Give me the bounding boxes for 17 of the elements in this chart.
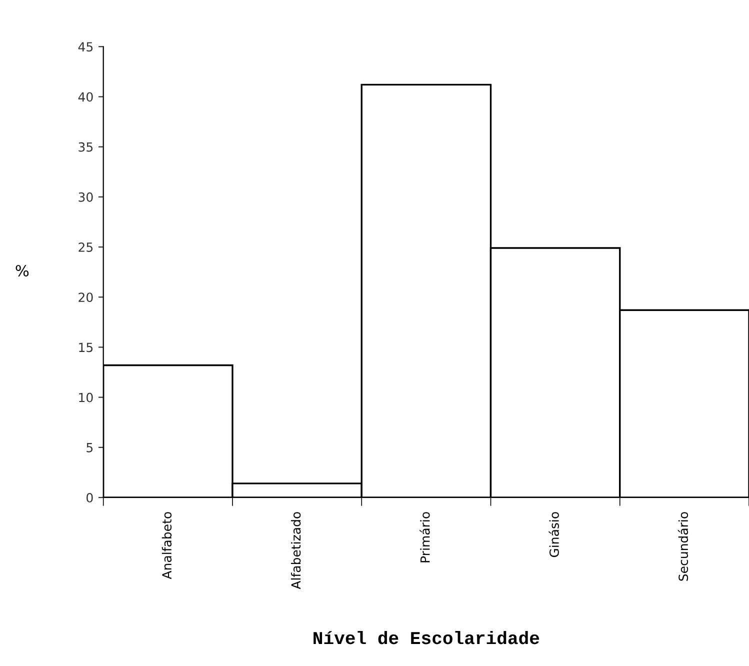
y-tick-label: 0: [86, 492, 93, 502]
y-tick-label: 20: [78, 292, 93, 302]
x-tick-label: Alfabetizado: [291, 512, 301, 590]
x-tick-label: Secundário: [678, 512, 688, 581]
y-tick-label: 15: [79, 342, 93, 352]
x-tick-label: Ginásio: [548, 512, 559, 558]
y-tick-label: 10: [79, 392, 93, 402]
y-tick-label: 40: [78, 92, 93, 102]
y-tick-label: 45: [78, 42, 93, 52]
x-tick-label: Primário: [420, 512, 430, 562]
y-tick-label: 30: [78, 192, 93, 202]
y-tick-label: 25: [78, 242, 93, 252]
y-tick-label: 35: [78, 142, 93, 152]
x-axis-title: Nível de Escolaridade: [314, 630, 540, 644]
y-axis-title: %: [16, 264, 29, 276]
y-tick-label: 5: [86, 443, 93, 452]
x-tick-label: Analfabeto: [162, 512, 172, 580]
